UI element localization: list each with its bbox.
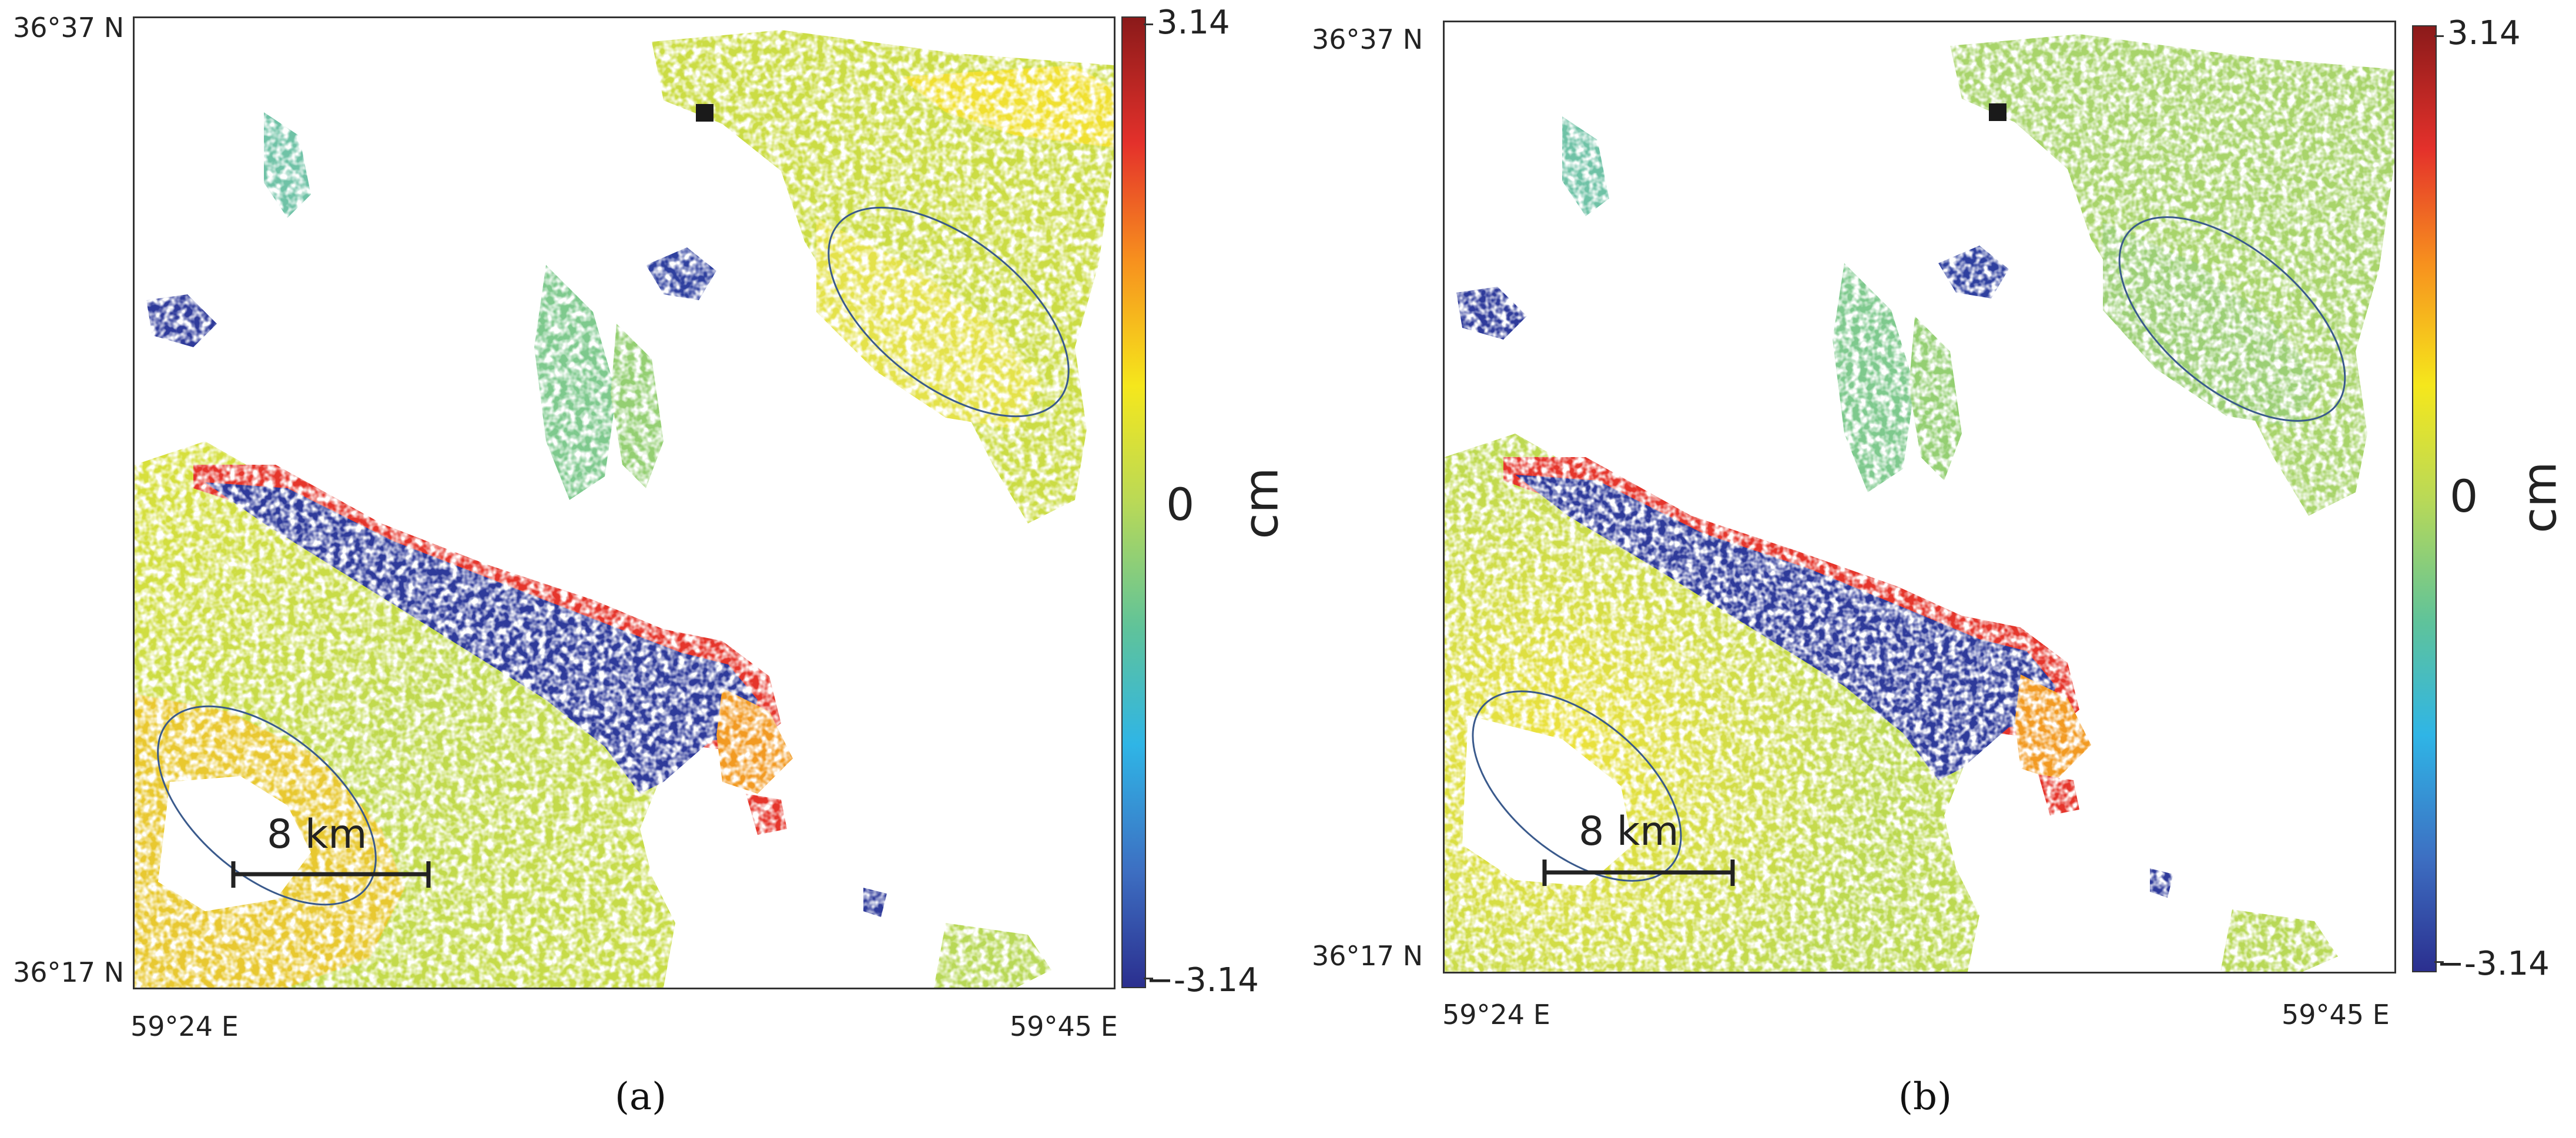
ellipse-sw-b <box>1472 690 1682 882</box>
colorbar-zero-a: 0 <box>1166 478 1195 531</box>
colorbar-zero-b: 0 <box>2450 470 2478 522</box>
scale-bar-label-b: 8 km <box>1579 808 1679 855</box>
lat-bottom-label-b: 36°17 N <box>1312 940 1423 972</box>
panel-b: 8 km 36°37 N 36°17 N 59°24 E 59°45 E 3.1… <box>1288 0 2575 1138</box>
ellipse-ne-a <box>828 206 1070 418</box>
colorbar-unit-b: cm <box>2512 461 2567 533</box>
colorbar-max-b: 3.14 <box>2447 14 2521 52</box>
lon-right-label-a: 59°45 E <box>1010 1011 1118 1042</box>
lon-right-label-b: 59°45 E <box>2282 999 2390 1030</box>
panel-a: 8 km 36°37 N 36°17 N 59°24 E 59°45 E 3.1… <box>0 0 1289 1138</box>
scale-bar-label-a: 8 km <box>267 811 367 858</box>
colorbar-max-a: 3.14 <box>1157 4 1230 42</box>
ellipse-sw-a <box>157 705 377 906</box>
colorbar-unit-a: cm <box>1234 467 1289 539</box>
map-a-raster <box>135 18 1114 988</box>
lon-left-label-a: 59°24 E <box>130 1011 239 1042</box>
caption-b: (b) <box>1898 1075 1952 1119</box>
colorbar-min-b: −-3.14 <box>2437 945 2550 983</box>
colorbar-a <box>1121 16 1146 988</box>
colorbar-min-a: −-3.14 <box>1146 961 1259 999</box>
map-b: 8 km <box>1443 21 2396 973</box>
reference-square-a <box>696 104 713 122</box>
map-b-raster <box>1445 22 2394 972</box>
lat-top-label-a: 36°37 N <box>13 12 125 43</box>
ellipse-ne-b <box>2118 216 2346 422</box>
colorbar-b <box>2412 25 2437 972</box>
lat-top-label-b: 36°37 N <box>1312 24 1423 55</box>
lat-bottom-label-a: 36°17 N <box>13 956 125 988</box>
lon-left-label-b: 59°24 E <box>1442 999 1550 1030</box>
caption-a: (a) <box>615 1075 667 1119</box>
reference-square-b <box>1989 103 2006 121</box>
map-a: 8 km <box>133 16 1116 989</box>
